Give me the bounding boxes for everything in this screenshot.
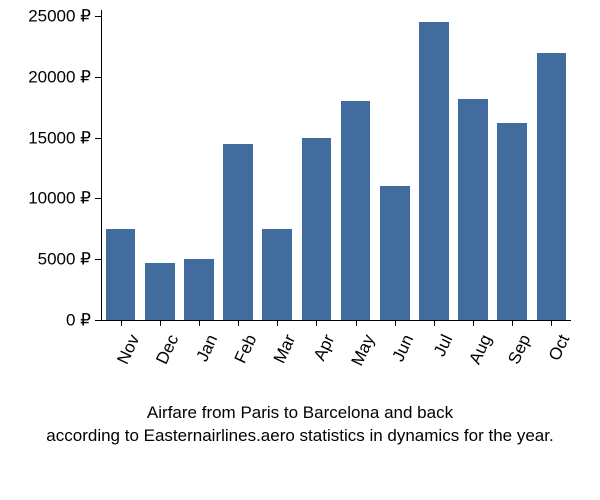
x-tick-label: Apr: [311, 332, 338, 363]
bar: [341, 101, 371, 320]
bar: [458, 99, 488, 320]
y-tick: [95, 259, 101, 260]
y-tick-label: 5000 ₽: [1, 251, 91, 268]
x-tick-label: Sep: [505, 332, 533, 367]
x-tick-label: Feb: [232, 332, 260, 366]
x-tick-label: May: [348, 332, 377, 368]
x-tick-label: Jul: [431, 332, 456, 359]
y-tick: [95, 198, 101, 199]
y-tick-label: 10000 ₽: [1, 190, 91, 207]
bar: [223, 144, 253, 320]
chart-caption: Airfare from Paris to Barcelona and back…: [0, 402, 600, 448]
x-tick-label: Oct: [546, 332, 573, 363]
x-tick: [316, 320, 317, 326]
x-tick-label: Jun: [389, 332, 416, 364]
bar: [537, 53, 567, 320]
bar: [419, 22, 449, 320]
x-tick: [551, 320, 552, 326]
x-tick: [238, 320, 239, 326]
x-tick-label: Jan: [193, 332, 220, 364]
y-tick: [95, 77, 101, 78]
bar: [380, 186, 410, 320]
y-tick-label: 15000 ₽: [1, 129, 91, 146]
bar: [184, 259, 214, 320]
x-tick: [434, 320, 435, 326]
x-tick-label: Dec: [153, 332, 181, 367]
bar: [497, 123, 527, 320]
x-tick-label: Nov: [114, 332, 142, 367]
x-tick-label: Mar: [271, 332, 299, 366]
x-tick: [395, 320, 396, 326]
x-tick: [512, 320, 513, 326]
x-tick: [199, 320, 200, 326]
x-axis-line: [101, 320, 571, 321]
y-tick-label: 0 ₽: [1, 312, 91, 329]
x-tick: [356, 320, 357, 326]
y-tick-label: 20000 ₽: [1, 68, 91, 85]
bar: [106, 229, 136, 320]
x-tick: [121, 320, 122, 326]
y-tick: [95, 138, 101, 139]
x-tick-label: Aug: [466, 332, 494, 367]
x-tick: [277, 320, 278, 326]
airfare-bar-chart: 0 ₽ 5000 ₽ 10000 ₽ 15000 ₽ 20000 ₽ 25000 ₽ No…: [0, 0, 600, 500]
bar: [302, 138, 332, 320]
y-tick: [95, 16, 101, 17]
y-tick-label: 25000 ₽: [1, 8, 91, 25]
bar: [262, 229, 292, 320]
y-axis-line: [101, 10, 102, 320]
bar: [145, 263, 175, 320]
x-tick: [160, 320, 161, 326]
y-tick: [95, 320, 101, 321]
x-tick: [473, 320, 474, 326]
